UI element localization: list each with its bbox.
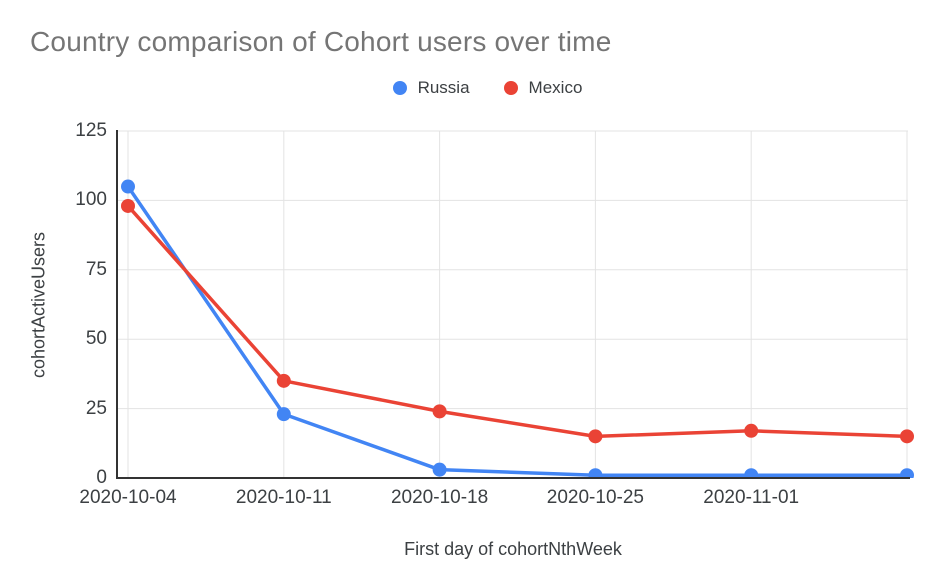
x-tick-label: 2020-10-11 <box>235 487 332 508</box>
data-point <box>432 404 447 419</box>
legend-item-mexico: Mexico <box>503 78 583 98</box>
y-tick-label: 50 <box>85 328 107 350</box>
data-point <box>588 468 603 478</box>
x-tick-label: 2020-11-01 <box>703 487 800 508</box>
data-point <box>588 429 603 444</box>
series-line <box>126 204 909 439</box>
legend-swatch-russia-icon <box>392 81 407 95</box>
y-tick-label: 125 <box>75 120 107 141</box>
x-tick-label: 2020-10-04 <box>79 487 177 508</box>
data-point <box>121 198 135 213</box>
series-russia <box>121 179 914 478</box>
x-axis-title: First day of cohortNthWeek <box>404 539 622 559</box>
data-point <box>900 468 914 478</box>
y-tick-label: 25 <box>85 397 107 419</box>
data-point <box>900 429 914 444</box>
chart-title: Country comparison of Cohort users over … <box>30 26 612 57</box>
y-tick-label: 100 <box>75 189 107 211</box>
y-tick-label: 75 <box>85 258 107 280</box>
legend-label-russia: Russia <box>417 78 470 97</box>
x-tick-label: 2020-10-18 <box>390 487 489 508</box>
series-line <box>126 184 909 477</box>
legend: Russia Mexico <box>30 77 945 99</box>
data-point <box>744 468 759 478</box>
series-mexico <box>121 198 914 444</box>
legend-label-mexico: Mexico <box>528 78 583 97</box>
legend-item-russia: Russia <box>392 78 470 98</box>
y-tick-label: 0 <box>96 467 107 488</box>
legend-swatch-mexico-icon <box>503 81 518 95</box>
data-point <box>276 407 291 422</box>
data-point <box>276 373 291 388</box>
data-point <box>432 462 447 477</box>
data-point <box>744 423 759 438</box>
x-tick-label: 2020-10-25 <box>546 487 644 508</box>
data-point <box>121 179 135 194</box>
